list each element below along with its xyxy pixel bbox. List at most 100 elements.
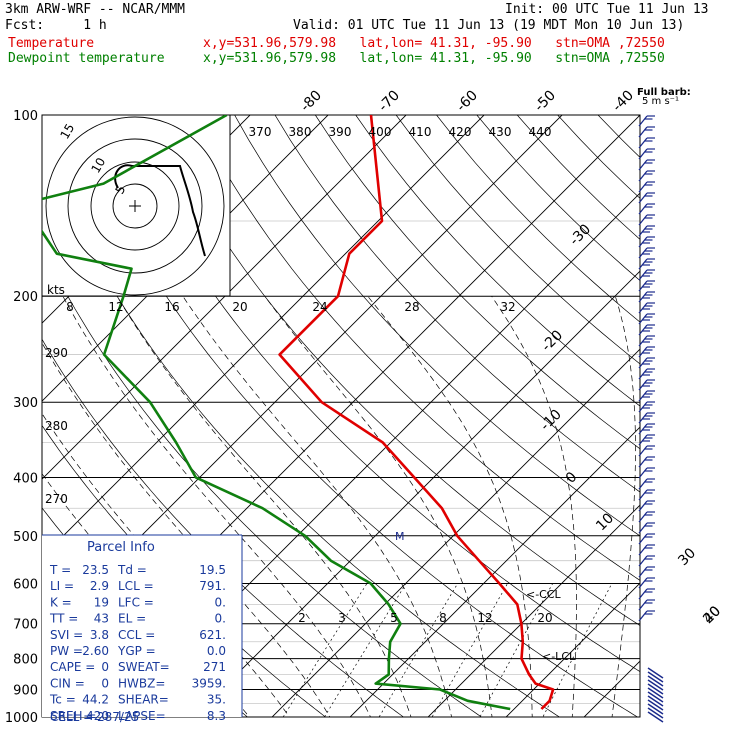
isotherm-line <box>271 348 640 717</box>
parcel-param-value: 791. <box>199 579 226 593</box>
wind-barb-lower <box>647 691 664 703</box>
temperature-profile <box>278 115 555 710</box>
hodograph-ring-label: 15 <box>57 121 77 141</box>
parcel-param-name: PW = <box>50 644 83 658</box>
mixing-ratio-line <box>378 583 459 717</box>
isotherm-label: -70 <box>376 87 403 114</box>
isotherm-line <box>349 426 640 717</box>
dry-adiabat <box>597 115 640 158</box>
hodograph-trace <box>114 164 206 257</box>
isotherm-line <box>427 504 640 717</box>
mixing-ratio-label: 3 <box>338 611 346 625</box>
theta-e-label: 430 <box>489 125 512 139</box>
parcel-param-name: CAPE = <box>50 660 95 674</box>
dry-adiabat <box>476 115 640 282</box>
parcel-param-name: CCL = <box>118 628 155 642</box>
parcel-param-name: LI = <box>50 579 74 593</box>
speed-tick-label: 20 <box>232 300 247 314</box>
parcel-param-value: 271 <box>203 660 226 674</box>
wind-barb-lower <box>647 683 664 695</box>
wind-barb <box>638 148 648 160</box>
parcel-param-value: 19.5 <box>199 563 226 577</box>
moist-adiabat <box>491 296 577 717</box>
parcel-param-value: 8.3 <box>207 709 226 723</box>
parcel-param-name: TT = <box>49 612 78 626</box>
temperature-location: x,y=531.96,579.98 lat,lon= 41.31, -95.90… <box>203 36 665 51</box>
wind-barb-lower <box>647 707 664 719</box>
parcel-param-name: LCL = <box>118 579 154 593</box>
wind-barb <box>638 478 648 490</box>
parcel-param-name: Td = <box>117 563 147 577</box>
speed-tick-label: 16 <box>164 300 179 314</box>
wind-barb <box>638 302 648 314</box>
moist-adiabat <box>367 295 533 717</box>
temperature-legend: Temperature <box>8 36 95 51</box>
init-time: Init: 00 UTC Tue 11 Jun 13 <box>505 2 709 17</box>
moist-adiabat <box>182 296 452 717</box>
moist-adiabat <box>62 296 371 717</box>
theta-label: 290 <box>45 346 68 360</box>
dewpoint-location: x,y=531.96,579.98 lat,lon= 41.31, -95.90… <box>203 51 665 66</box>
parcel-param-value: 0.0 <box>207 644 226 658</box>
wind-barb-lower <box>647 667 664 679</box>
dry-adiabat <box>436 115 640 323</box>
isotherm-label: -40 <box>610 87 637 114</box>
mixing-ratio-line <box>542 583 613 717</box>
pressure-label: 900 <box>13 683 38 698</box>
isotherm-label: -60 <box>454 87 481 114</box>
pressure-label: 600 <box>13 577 38 592</box>
wind-barb <box>638 214 648 226</box>
wind-barb <box>638 500 648 512</box>
speed-tick-label: 24 <box>312 300 327 314</box>
dry-adiabat <box>153 115 640 626</box>
wind-barb <box>638 313 648 325</box>
wind-barb <box>638 401 648 413</box>
dry-adiabat <box>730 88 740 730</box>
forecast-hour: Fcst: 1 h <box>5 18 107 33</box>
wind-barb <box>638 390 648 402</box>
parcel-info-title: Parcel Info <box>87 540 155 555</box>
wind-barb <box>638 544 648 556</box>
parcel-param-value: 44.2 <box>82 693 109 707</box>
plot-frame <box>41 114 641 718</box>
wind-barb <box>638 599 648 611</box>
moist-adiabat <box>42 342 331 717</box>
speed-tick-label: 32 <box>500 300 515 314</box>
isotherm-label: -80 <box>298 87 325 114</box>
wind-barb <box>638 467 648 479</box>
mixing-ratio-line <box>431 583 508 717</box>
ccl-annotation: <-CCL <box>526 588 562 601</box>
dewpoint-legend: Dewpoint temperature <box>8 51 165 66</box>
wind-barb <box>638 159 648 171</box>
isotherm-line <box>42 115 407 480</box>
hodograph-ring <box>112 183 158 229</box>
parcel-param-name: SWEAT= <box>118 660 170 674</box>
theta-e-label: 440 <box>529 125 552 139</box>
wind-barb <box>638 522 648 534</box>
isotherm-label: -10 <box>537 407 564 434</box>
wind-barb <box>638 357 648 369</box>
wind-barb <box>638 126 648 138</box>
wind-barb <box>638 258 648 270</box>
mixing-ratio-label: 12 <box>477 611 492 625</box>
theta-e-label: 380 <box>289 125 312 139</box>
parcel-param-value: 23.5 <box>82 563 109 577</box>
isotherm-label: -50 <box>532 87 559 114</box>
isotherm-label: 10 <box>593 510 617 534</box>
wind-barb <box>638 555 648 567</box>
dry-adiabat <box>42 140 561 717</box>
dewpoint-profile <box>42 115 511 711</box>
hodograph-ring <box>67 138 203 274</box>
wind-barb-lower <box>647 675 664 687</box>
theta-e-label: 390 <box>329 125 352 139</box>
wind-barb-lower <box>647 671 664 683</box>
valid-time: Valid: 01 UTC Tue 11 Jun 13 (19 MDT Mon … <box>293 18 685 33</box>
parcel-param-value: 621. <box>199 628 226 642</box>
pressure-label: 300 <box>13 396 38 411</box>
parcel-param-value: 35. <box>207 693 226 707</box>
wind-barb <box>638 324 648 336</box>
dry-adiabat <box>516 115 640 240</box>
parcel-param-value: 0 <box>101 660 109 674</box>
speed-tick-label: 12 <box>108 300 123 314</box>
